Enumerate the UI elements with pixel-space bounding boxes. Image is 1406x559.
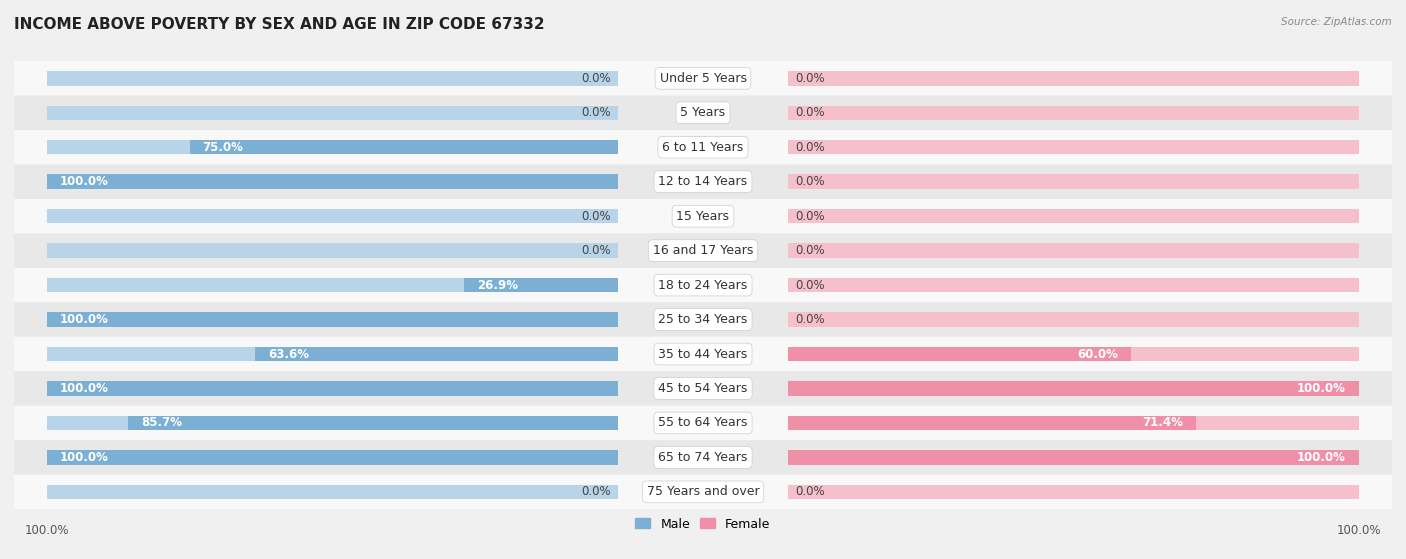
Text: 6 to 11 Years: 6 to 11 Years xyxy=(662,141,744,154)
Text: 35 to 44 Years: 35 to 44 Years xyxy=(658,348,748,361)
Bar xyxy=(789,450,1360,465)
Bar xyxy=(789,106,1360,120)
Text: 0.0%: 0.0% xyxy=(582,244,612,257)
FancyBboxPatch shape xyxy=(14,199,1392,234)
Text: 0.0%: 0.0% xyxy=(794,244,824,257)
Text: 16 and 17 Years: 16 and 17 Years xyxy=(652,244,754,257)
Text: 0.0%: 0.0% xyxy=(582,72,612,85)
Bar xyxy=(789,347,1130,361)
Text: Under 5 Years: Under 5 Years xyxy=(659,72,747,85)
Bar xyxy=(46,416,617,430)
Text: 65 to 74 Years: 65 to 74 Years xyxy=(658,451,748,464)
Bar xyxy=(789,381,1360,396)
Text: 0.0%: 0.0% xyxy=(794,278,824,292)
FancyBboxPatch shape xyxy=(14,337,1392,371)
Bar xyxy=(464,278,617,292)
Bar xyxy=(789,416,1197,430)
Text: 75.0%: 75.0% xyxy=(202,141,243,154)
Text: 0.0%: 0.0% xyxy=(794,175,824,188)
Text: 85.7%: 85.7% xyxy=(142,416,183,429)
FancyBboxPatch shape xyxy=(14,268,1392,302)
Bar xyxy=(46,106,617,120)
Bar xyxy=(46,209,617,224)
Text: 5 Years: 5 Years xyxy=(681,106,725,119)
Text: 0.0%: 0.0% xyxy=(794,72,824,85)
FancyBboxPatch shape xyxy=(14,371,1392,406)
Bar xyxy=(789,174,1360,189)
Text: 0.0%: 0.0% xyxy=(794,485,824,499)
Bar xyxy=(190,140,617,154)
Bar xyxy=(46,347,617,361)
Text: 100.0%: 100.0% xyxy=(1298,451,1346,464)
Text: 0.0%: 0.0% xyxy=(582,210,612,222)
Bar xyxy=(46,243,617,258)
Text: 71.4%: 71.4% xyxy=(1142,416,1182,429)
Text: 0.0%: 0.0% xyxy=(582,485,612,499)
Text: 100.0%: 100.0% xyxy=(60,175,108,188)
Bar xyxy=(46,381,617,396)
Bar xyxy=(789,140,1360,154)
Bar xyxy=(789,71,1360,86)
Text: 60.0%: 60.0% xyxy=(1077,348,1118,361)
Text: 18 to 24 Years: 18 to 24 Years xyxy=(658,278,748,292)
Bar xyxy=(789,312,1360,327)
FancyBboxPatch shape xyxy=(14,61,1392,96)
Text: 100.0%: 100.0% xyxy=(60,451,108,464)
Text: 55 to 64 Years: 55 to 64 Years xyxy=(658,416,748,429)
Bar xyxy=(46,450,617,465)
Bar xyxy=(254,347,617,361)
FancyBboxPatch shape xyxy=(14,475,1392,509)
Text: 45 to 54 Years: 45 to 54 Years xyxy=(658,382,748,395)
Text: 12 to 14 Years: 12 to 14 Years xyxy=(658,175,748,188)
Bar xyxy=(46,312,617,327)
Legend: Male, Female: Male, Female xyxy=(630,513,776,536)
FancyBboxPatch shape xyxy=(14,96,1392,130)
Text: 0.0%: 0.0% xyxy=(582,106,612,119)
Bar xyxy=(789,347,1360,361)
Text: 15 Years: 15 Years xyxy=(676,210,730,222)
Text: 100.0%: 100.0% xyxy=(60,313,108,326)
Bar xyxy=(789,278,1360,292)
Text: 100.0%: 100.0% xyxy=(60,382,108,395)
Text: 0.0%: 0.0% xyxy=(794,313,824,326)
Bar xyxy=(46,278,617,292)
Bar xyxy=(46,381,617,396)
FancyBboxPatch shape xyxy=(14,302,1392,337)
Bar xyxy=(789,416,1360,430)
Bar xyxy=(789,381,1360,396)
Text: 0.0%: 0.0% xyxy=(794,141,824,154)
Text: 0.0%: 0.0% xyxy=(794,210,824,222)
Text: 100.0%: 100.0% xyxy=(1298,382,1346,395)
Bar xyxy=(46,140,617,154)
Text: 75 Years and over: 75 Years and over xyxy=(647,485,759,499)
Text: 25 to 34 Years: 25 to 34 Years xyxy=(658,313,748,326)
Bar xyxy=(46,450,617,465)
FancyBboxPatch shape xyxy=(14,440,1392,475)
Bar xyxy=(789,209,1360,224)
Text: 26.9%: 26.9% xyxy=(477,278,519,292)
Bar xyxy=(128,416,617,430)
Text: 63.6%: 63.6% xyxy=(267,348,309,361)
Bar xyxy=(46,485,617,499)
FancyBboxPatch shape xyxy=(14,234,1392,268)
Bar xyxy=(789,243,1360,258)
Text: 0.0%: 0.0% xyxy=(794,106,824,119)
Bar xyxy=(46,71,617,86)
Bar xyxy=(789,485,1360,499)
FancyBboxPatch shape xyxy=(14,130,1392,164)
Text: Source: ZipAtlas.com: Source: ZipAtlas.com xyxy=(1281,17,1392,27)
FancyBboxPatch shape xyxy=(14,406,1392,440)
FancyBboxPatch shape xyxy=(14,164,1392,199)
Text: INCOME ABOVE POVERTY BY SEX AND AGE IN ZIP CODE 67332: INCOME ABOVE POVERTY BY SEX AND AGE IN Z… xyxy=(14,17,544,32)
Bar xyxy=(46,174,617,189)
Bar xyxy=(46,174,617,189)
Bar xyxy=(789,450,1360,465)
Bar xyxy=(46,312,617,327)
